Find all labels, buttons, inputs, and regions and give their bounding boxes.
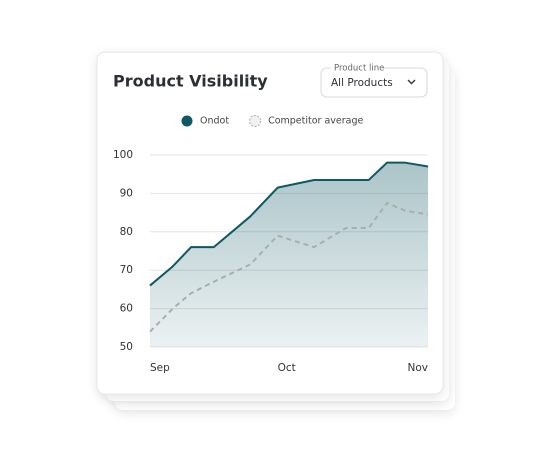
dropdown-label: Product line xyxy=(334,64,384,74)
dropdown-value: All Products xyxy=(331,77,393,89)
area xyxy=(150,162,428,347)
legend-marker xyxy=(181,115,193,127)
y-tick-label: 90 xyxy=(120,187,133,199)
legend-label: Competitor average xyxy=(268,116,363,127)
x-tick-label: Nov xyxy=(408,362,429,374)
y-tick-label: 50 xyxy=(120,341,133,353)
line xyxy=(149,202,429,333)
y-tick-label: 80 xyxy=(120,226,133,238)
x-tick-label: Oct xyxy=(278,362,296,374)
legend-marker xyxy=(249,115,262,127)
x-tick-label: Sep xyxy=(150,362,170,374)
chart-title: Product Visibility xyxy=(113,72,268,91)
y-tick-label: 100 xyxy=(113,149,133,161)
line xyxy=(149,161,429,287)
dropdown-label-bg xyxy=(331,63,383,73)
legend-label: Ondot xyxy=(200,116,229,127)
y-tick-label: 60 xyxy=(120,303,133,315)
y-tick-label: 70 xyxy=(120,264,133,276)
dropdown-arrow xyxy=(407,79,416,85)
